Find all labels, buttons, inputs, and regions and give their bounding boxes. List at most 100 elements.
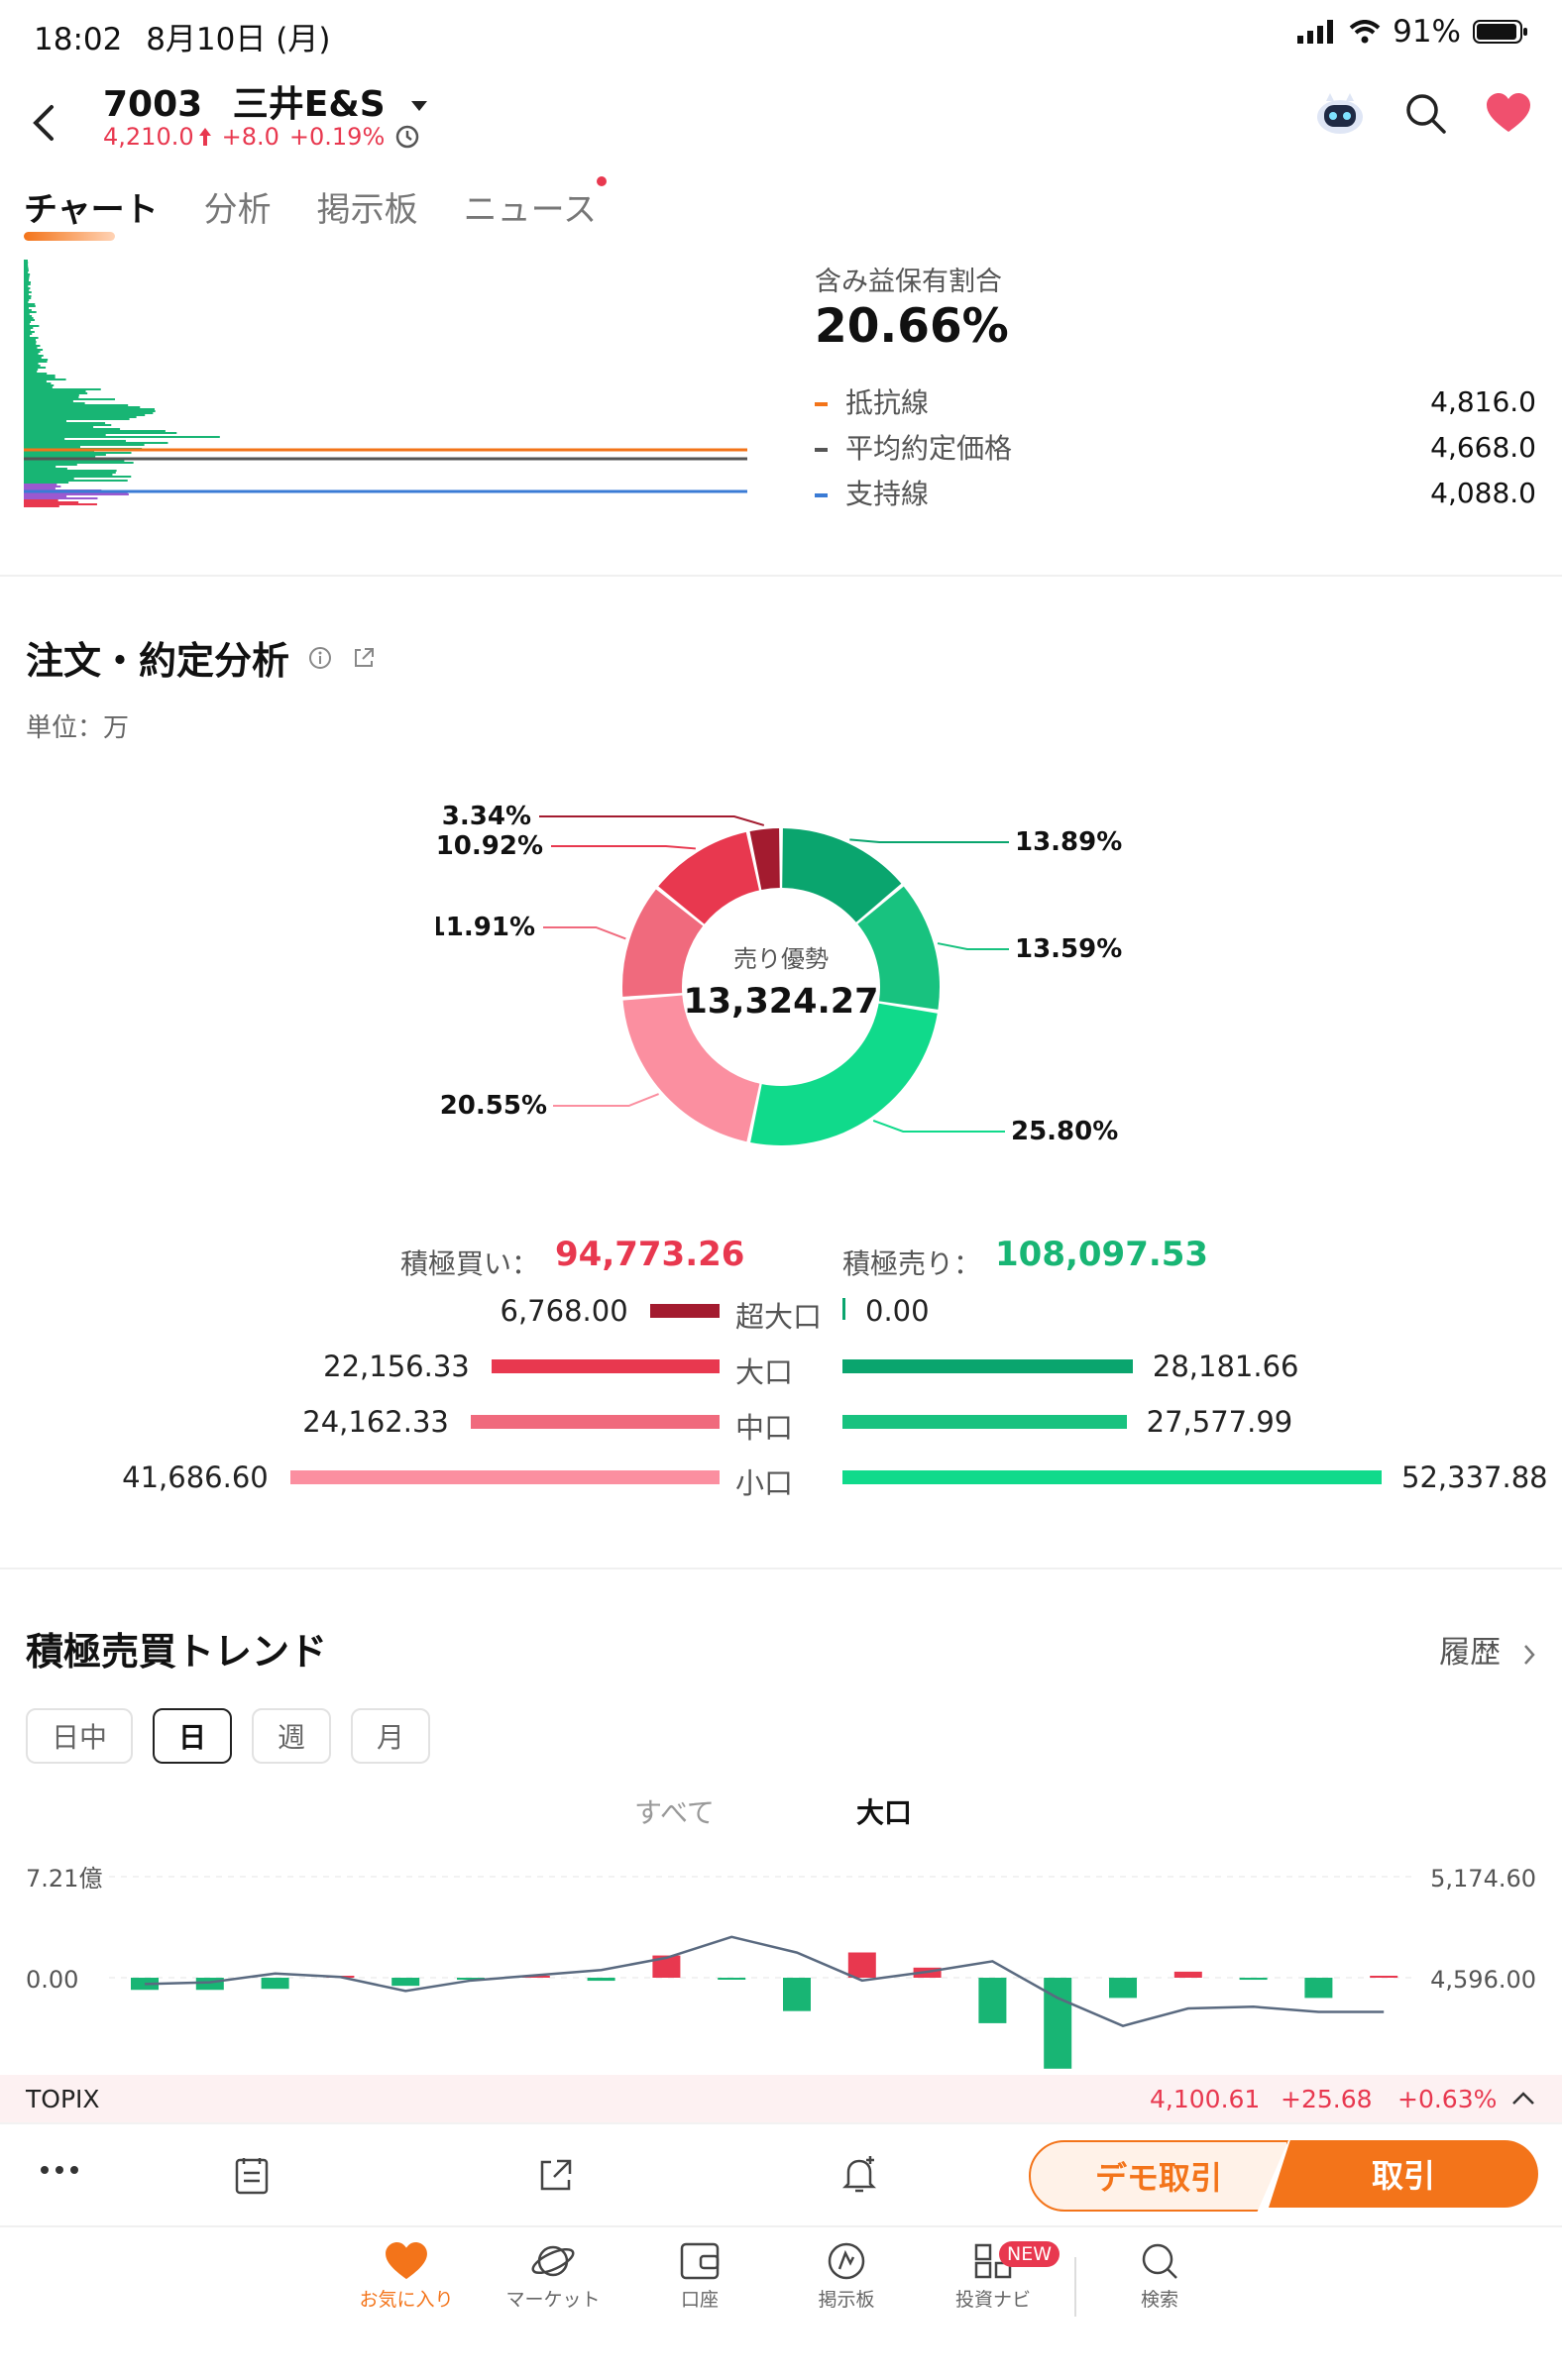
chevron-right-icon	[1524, 1644, 1535, 1665]
histogram-bar	[24, 305, 36, 307]
nav-board[interactable]: 掲示板	[777, 2241, 916, 2312]
info-icon[interactable]	[307, 645, 333, 671]
ticker-name: TOPIX	[26, 2085, 100, 2113]
buy-total-label: 積極買い：	[400, 1247, 540, 1280]
nav-divider	[1074, 2257, 1076, 2317]
search-icon[interactable]	[1403, 91, 1447, 135]
donut-slice-label: 13.89%	[1015, 827, 1122, 857]
buy-value: 22,156.33	[323, 1350, 470, 1383]
nav-account-label: 口座	[680, 2289, 719, 2311]
histogram-bar	[24, 454, 106, 456]
donut-leader-line	[543, 926, 626, 940]
arrow-up-icon	[198, 128, 211, 146]
period-intraday[interactable]: 日中	[26, 1708, 134, 1764]
back-icon[interactable]	[22, 93, 65, 153]
trend-bar	[1370, 1976, 1398, 1978]
average-value: 4,668.0	[1430, 430, 1536, 464]
period-week[interactable]: 週	[252, 1708, 332, 1764]
stock-quote: 4,210.0 +8.0 +0.19%	[103, 123, 420, 151]
subtab-large[interactable]: 大口	[856, 1796, 913, 1829]
nav-favorites-label: お気に入り	[359, 2289, 454, 2311]
histogram-bar	[24, 341, 37, 343]
trend-bar	[1304, 1978, 1333, 1999]
histogram-bar	[24, 464, 77, 466]
wifi-icon	[1349, 20, 1381, 44]
order-size-row: 6,768.00 超大口 0.00	[0, 1290, 1562, 1334]
nav-account[interactable]: 口座	[630, 2241, 769, 2312]
nav-search[interactable]: 検索	[1090, 2241, 1229, 2312]
bell-plus-icon[interactable]	[840, 2154, 878, 2196]
trend-bar	[652, 1955, 681, 1978]
nav-market[interactable]: マーケット	[484, 2241, 622, 2312]
nav-invest-navi-label: 投資ナビ	[954, 2289, 1031, 2311]
demo-trade-button[interactable]: デモ取引	[1029, 2140, 1288, 2212]
histogram-bar	[24, 270, 29, 271]
buy-value: 6,768.00	[500, 1294, 628, 1328]
donut-leader-line	[551, 845, 696, 850]
status-time: 18:02	[34, 22, 123, 57]
histogram-bar	[24, 279, 29, 281]
buy-bar	[491, 1359, 720, 1373]
more-icon[interactable]	[40, 2164, 79, 2176]
robot-icon[interactable]	[1314, 89, 1366, 137]
heart-icon[interactable]	[1485, 92, 1532, 134]
resistance-value: 4,816.0	[1430, 384, 1536, 418]
histogram-bar	[24, 299, 30, 301]
size-label: 超大口	[735, 1300, 823, 1334]
size-label: 小口	[735, 1466, 794, 1500]
histogram-bar	[24, 482, 69, 484]
histogram-bar	[24, 434, 106, 436]
share-icon[interactable]	[351, 645, 377, 671]
buy-bar	[289, 1470, 720, 1484]
notes-icon[interactable]	[234, 2156, 270, 2196]
period-month[interactable]: 月	[351, 1708, 431, 1764]
trend-chart: 7.21億 0.00 5,174.60 4,596.00	[26, 1865, 1536, 2069]
nav-favorites[interactable]: お気に入り	[337, 2241, 476, 2312]
histogram-bar	[24, 268, 29, 270]
period-day[interactable]: 日	[153, 1708, 233, 1764]
histogram-bar	[24, 487, 56, 489]
nav-invest-navi[interactable]: NEW 投資ナビ	[924, 2241, 1062, 2312]
tab-board[interactable]: 掲示板	[316, 190, 418, 230]
order-size-row: 24,162.33 中口 27,577.99	[0, 1401, 1562, 1445]
histogram-bar	[24, 373, 48, 375]
histogram-bar	[24, 470, 117, 472]
trend-bar	[783, 1978, 811, 2011]
sell-total-label: 積極売り：	[842, 1247, 982, 1280]
share-icon[interactable]	[537, 2156, 575, 2194]
history-link[interactable]: 履歴	[1439, 1627, 1538, 1672]
histogram-bar	[24, 277, 30, 279]
tab-news[interactable]: ニュース	[464, 176, 607, 231]
histogram-bar	[24, 307, 30, 309]
order-analysis-title: 注文・約定分析	[26, 639, 290, 683]
donut-slice-label: 11.91%	[436, 913, 535, 942]
profit-ratio-label: 含み益保有割合	[815, 267, 1002, 297]
status-bar: 18:02 8月10日 (月) 91%	[0, 0, 1562, 63]
ticker-price: 4,100.61	[1150, 2085, 1261, 2113]
support-label: 支持線	[845, 478, 930, 510]
histogram-bar	[24, 404, 129, 406]
trade-button[interactable]: 取引	[1269, 2140, 1538, 2208]
histogram-bar	[24, 412, 154, 414]
history-label: 履歴	[1439, 1635, 1502, 1671]
histogram-bar	[24, 462, 134, 464]
stock-title[interactable]: 7003 三井E&S	[103, 75, 428, 127]
histogram-bar	[24, 486, 61, 487]
subtab-all[interactable]: すべて	[634, 1796, 715, 1829]
donut-slice-label: 10.92%	[436, 831, 543, 861]
topix-ticker[interactable]: TOPIX 4,100.61 +25.68 +0.63%	[0, 2075, 1562, 2122]
histogram-bar	[24, 478, 74, 480]
histogram-bar	[24, 418, 130, 420]
chevron-up-icon[interactable]	[1510, 2089, 1536, 2109]
histogram-bar	[24, 501, 79, 503]
histogram-bar	[24, 349, 44, 351]
histogram-bar	[24, 392, 88, 394]
histogram-bar	[24, 436, 220, 438]
histogram-bar	[24, 297, 32, 299]
histogram-bar	[24, 319, 36, 321]
stock-change-pct: +0.19%	[288, 123, 386, 151]
size-label: 大口	[735, 1355, 794, 1389]
tab-chart[interactable]: チャート	[24, 182, 159, 241]
tab-analysis[interactable]: 分析	[203, 190, 272, 230]
histogram-bar	[24, 460, 125, 462]
